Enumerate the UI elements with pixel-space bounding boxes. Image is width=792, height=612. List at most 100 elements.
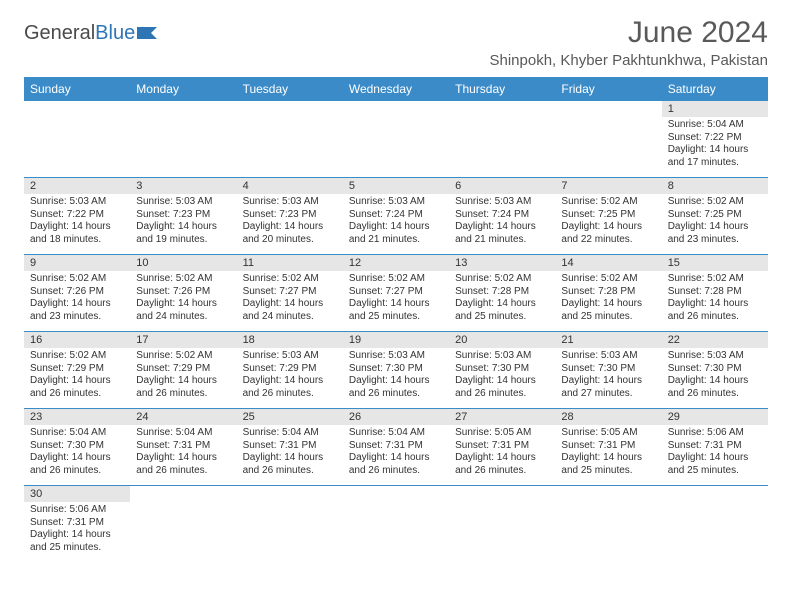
day-number: 8 <box>662 178 768 194</box>
day-data-line: and 26 minutes. <box>30 465 124 478</box>
day-data-line: Sunset: 7:29 PM <box>30 363 124 376</box>
calendar-cell: 5Sunrise: 5:03 AMSunset: 7:24 PMDaylight… <box>343 178 449 255</box>
day-data-line: Daylight: 14 hours <box>561 375 655 388</box>
day-data: Sunrise: 5:02 AMSunset: 7:26 PMDaylight:… <box>24 271 130 327</box>
day-data-line: and 22 minutes. <box>561 234 655 247</box>
day-number: 23 <box>24 409 130 425</box>
day-data-line: Sunset: 7:25 PM <box>561 209 655 222</box>
day-data-line: Sunrise: 5:05 AM <box>455 427 549 440</box>
day-number: 4 <box>237 178 343 194</box>
day-data: Sunrise: 5:06 AMSunset: 7:31 PMDaylight:… <box>662 425 768 481</box>
day-number: 27 <box>449 409 555 425</box>
calendar-cell <box>237 486 343 563</box>
calendar-table: SundayMondayTuesdayWednesdayThursdayFrid… <box>24 77 768 562</box>
day-data-line: Sunrise: 5:02 AM <box>668 273 762 286</box>
day-data-line: Sunset: 7:30 PM <box>561 363 655 376</box>
calendar-cell: 28Sunrise: 5:05 AMSunset: 7:31 PMDayligh… <box>555 409 661 486</box>
day-header: Sunday <box>24 77 130 101</box>
day-data-line: Daylight: 14 hours <box>243 298 337 311</box>
day-data-line: Daylight: 14 hours <box>561 452 655 465</box>
day-data-line: Sunrise: 5:02 AM <box>561 196 655 209</box>
day-data-line: Daylight: 14 hours <box>349 452 443 465</box>
day-data: Sunrise: 5:04 AMSunset: 7:31 PMDaylight:… <box>237 425 343 481</box>
day-number: 20 <box>449 332 555 348</box>
day-data: Sunrise: 5:02 AMSunset: 7:29 PMDaylight:… <box>24 348 130 404</box>
day-data-line: Sunrise: 5:02 AM <box>668 196 762 209</box>
day-data: Sunrise: 5:03 AMSunset: 7:30 PMDaylight:… <box>662 348 768 404</box>
day-data-line: Daylight: 14 hours <box>455 375 549 388</box>
calendar-cell: 9Sunrise: 5:02 AMSunset: 7:26 PMDaylight… <box>24 255 130 332</box>
day-data-line: and 25 minutes. <box>561 311 655 324</box>
day-data-line: Sunrise: 5:03 AM <box>349 350 443 363</box>
calendar-cell: 26Sunrise: 5:04 AMSunset: 7:31 PMDayligh… <box>343 409 449 486</box>
day-data: Sunrise: 5:02 AMSunset: 7:25 PMDaylight:… <box>555 194 661 250</box>
day-data-line: and 27 minutes. <box>561 388 655 401</box>
calendar-cell: 7Sunrise: 5:02 AMSunset: 7:25 PMDaylight… <box>555 178 661 255</box>
day-data-line: and 23 minutes. <box>30 311 124 324</box>
day-data-line: and 25 minutes. <box>349 311 443 324</box>
calendar-cell: 24Sunrise: 5:04 AMSunset: 7:31 PMDayligh… <box>130 409 236 486</box>
day-data: Sunrise: 5:02 AMSunset: 7:27 PMDaylight:… <box>237 271 343 327</box>
day-header: Thursday <box>449 77 555 101</box>
day-header: Wednesday <box>343 77 449 101</box>
day-data-line: and 21 minutes. <box>455 234 549 247</box>
day-data-line: Sunrise: 5:06 AM <box>30 504 124 517</box>
day-data-line: Daylight: 14 hours <box>136 298 230 311</box>
day-data: Sunrise: 5:06 AMSunset: 7:31 PMDaylight:… <box>24 502 130 558</box>
day-data-line: Sunrise: 5:02 AM <box>136 273 230 286</box>
day-data-line: Daylight: 14 hours <box>561 298 655 311</box>
day-number: 22 <box>662 332 768 348</box>
day-data-line: Sunset: 7:30 PM <box>668 363 762 376</box>
day-number: 2 <box>24 178 130 194</box>
calendar-cell <box>555 486 661 563</box>
day-header: Monday <box>130 77 236 101</box>
day-data-line: Sunset: 7:28 PM <box>455 286 549 299</box>
day-number: 6 <box>449 178 555 194</box>
calendar-cell: 21Sunrise: 5:03 AMSunset: 7:30 PMDayligh… <box>555 332 661 409</box>
calendar-cell <box>237 101 343 178</box>
day-number: 15 <box>662 255 768 271</box>
day-data-line: and 26 minutes. <box>668 311 762 324</box>
day-data-line: Sunrise: 5:03 AM <box>243 196 337 209</box>
calendar-cell: 12Sunrise: 5:02 AMSunset: 7:27 PMDayligh… <box>343 255 449 332</box>
day-data-line: Sunset: 7:31 PM <box>668 440 762 453</box>
day-data-line: and 26 minutes. <box>243 388 337 401</box>
calendar-cell: 8Sunrise: 5:02 AMSunset: 7:25 PMDaylight… <box>662 178 768 255</box>
day-data-line: Sunset: 7:23 PM <box>243 209 337 222</box>
calendar-cell: 4 Sunrise: 5:03 AMSunset: 7:23 PMDaylight… <box>237 178 343 255</box>
day-data-line: and 23 minutes. <box>668 234 762 247</box>
day-data-line: and 24 minutes. <box>136 311 230 324</box>
day-header: Saturday <box>662 77 768 101</box>
day-data-line: Sunrise: 5:04 AM <box>30 427 124 440</box>
day-data-line: Daylight: 14 hours <box>243 221 337 234</box>
day-data-line: Daylight: 14 hours <box>30 298 124 311</box>
day-data-line: Daylight: 14 hours <box>668 298 762 311</box>
day-data-line: Daylight: 14 hours <box>136 452 230 465</box>
day-data-line: Sunrise: 5:03 AM <box>668 350 762 363</box>
day-data: Sunrise: 5:02 AMSunset: 7:29 PMDaylight:… <box>130 348 236 404</box>
logo-text-1: General <box>24 22 95 45</box>
day-data-line: Daylight: 14 hours <box>668 375 762 388</box>
day-data-line: and 26 minutes. <box>455 465 549 478</box>
day-data: Sunrise: 5:02 AMSunset: 7:27 PMDaylight:… <box>343 271 449 327</box>
day-data: Sunrise: 5:03 AMSunset: 7:30 PMDaylight:… <box>343 348 449 404</box>
day-number: 25 <box>237 409 343 425</box>
calendar-cell: 10Sunrise: 5:02 AMSunset: 7:26 PMDayligh… <box>130 255 236 332</box>
calendar-cell <box>24 101 130 178</box>
day-header: Friday <box>555 77 661 101</box>
calendar-cell <box>130 486 236 563</box>
day-data-line: Sunset: 7:31 PM <box>349 440 443 453</box>
calendar-cell <box>449 101 555 178</box>
calendar-week: 23Sunrise: 5:04 AMSunset: 7:30 PMDayligh… <box>24 409 768 486</box>
day-data-line: Sunset: 7:26 PM <box>30 286 124 299</box>
day-data: Sunrise: 5:03 AMSunset: 7:24 PMDaylight:… <box>449 194 555 250</box>
calendar-cell <box>343 101 449 178</box>
day-data-line: and 25 minutes. <box>455 311 549 324</box>
day-data: Sunrise: 5:05 AMSunset: 7:31 PMDaylight:… <box>449 425 555 481</box>
day-data-line: Sunset: 7:26 PM <box>136 286 230 299</box>
calendar-cell: 2Sunrise: 5:03 AMSunset: 7:22 PMDaylight… <box>24 178 130 255</box>
day-data-line: and 26 minutes. <box>349 465 443 478</box>
day-header: Tuesday <box>237 77 343 101</box>
day-data: Sunrise: 5:03 AMSunset: 7:24 PMDaylight:… <box>343 194 449 250</box>
day-number: 17 <box>130 332 236 348</box>
